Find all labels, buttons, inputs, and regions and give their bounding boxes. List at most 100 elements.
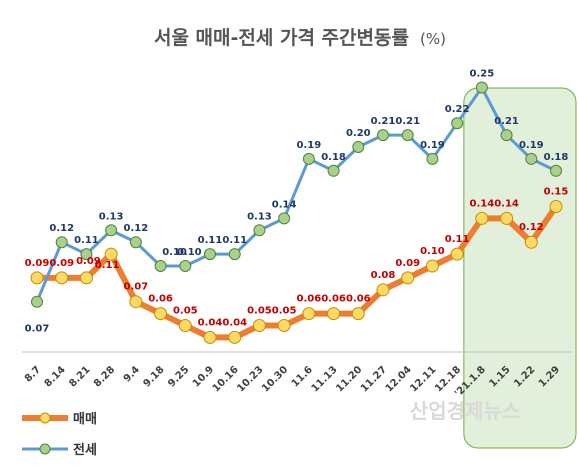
data-point-jeonse	[278, 212, 291, 225]
data-point-jeonse	[401, 129, 414, 142]
data-point-maemae	[351, 307, 365, 321]
data-label-jeonse: 0.12	[124, 223, 149, 234]
data-label-jeonse: 0.19	[297, 140, 322, 151]
data-point-maemae	[302, 307, 316, 321]
data-point-maemae	[154, 307, 168, 321]
series-line-maemae	[37, 204, 559, 341]
x-tick-label: 11.27	[359, 364, 389, 394]
x-tick-label: 8.21	[67, 364, 92, 389]
data-label-maemae: 0.07	[124, 282, 149, 293]
data-label-maemae: 0.10	[420, 246, 445, 257]
data-point-jeonse	[327, 164, 340, 177]
data-label-jeonse: 0.11	[198, 235, 223, 246]
data-label-maemae: 0.04	[222, 317, 247, 328]
x-tick-label: 12.04	[384, 364, 414, 394]
data-point-maemae	[30, 271, 44, 285]
x-tick-label: 8.28	[92, 364, 117, 389]
data-label-maemae: 0.14	[494, 198, 519, 209]
x-tick-label: 8.14	[43, 364, 68, 389]
legend-jeonse: 전세	[22, 442, 97, 458]
data-point-maemae	[104, 247, 118, 261]
chart-title: 서울 매매-전세 가격 주간변동률 (%)	[154, 27, 446, 49]
data-point-maemae	[178, 319, 192, 332]
x-tick-label: 11.13	[310, 364, 340, 394]
data-point-maemae	[549, 200, 563, 213]
legend-label: 매매	[73, 412, 97, 427]
data-label-jeonse: 0.07	[25, 324, 50, 335]
data-label-maemae: 0.11	[95, 260, 120, 271]
data-label-maemae: 0.09	[76, 256, 101, 267]
legend-label: 전세	[73, 442, 97, 458]
data-label-maemae: 0.09	[395, 258, 420, 269]
data-point-jeonse	[228, 248, 241, 261]
data-label-jeonse: 0.22	[445, 104, 470, 115]
watermark-text: 산업경제뉴스	[410, 399, 520, 423]
data-point-jeonse	[525, 152, 538, 165]
data-point-jeonse	[80, 248, 93, 261]
data-label-maemae: 0.08	[371, 270, 396, 281]
data-point-jeonse	[31, 295, 43, 308]
legend-marker	[39, 443, 51, 455]
data-label-jeonse: 0.21	[371, 116, 396, 127]
x-tick-label: 9.25	[166, 364, 191, 389]
data-point-maemae	[252, 319, 266, 332]
data-label-jeonse: 0.11	[74, 235, 99, 246]
data-point-maemae	[524, 235, 538, 249]
series-line-jeonse	[35, 86, 557, 303]
data-point-maemae	[228, 330, 242, 344]
data-point-jeonse	[377, 129, 389, 142]
highlight-box	[463, 87, 577, 449]
data-point-jeonse	[55, 236, 68, 249]
data-point-maemae	[376, 283, 390, 297]
data-label-maemae: 0.05	[247, 306, 272, 317]
data-point-maemae	[475, 211, 489, 225]
data-label-jeonse: 0.11	[222, 235, 247, 246]
data-label-jeonse: 0.21	[494, 116, 519, 127]
x-tick-label: 10.23	[235, 364, 265, 394]
x-tick-label: 12.11	[408, 364, 438, 394]
data-label-jeonse: 0.10	[162, 247, 187, 258]
data-label-jeonse: 0.25	[470, 69, 495, 80]
data-label-jeonse: 0.18	[544, 152, 569, 163]
data-point-jeonse	[105, 224, 118, 237]
data-label-maemae: 0.15	[544, 187, 569, 198]
x-tick-label: 11.20	[334, 364, 364, 394]
data-point-jeonse	[302, 152, 315, 165]
data-point-jeonse	[129, 236, 142, 249]
data-point-maemae	[129, 295, 143, 309]
x-tick-label: 9.18	[141, 364, 166, 389]
data-label-jeonse: 0.19	[420, 140, 445, 151]
data-label-maemae: 0.06	[297, 294, 322, 305]
data-point-jeonse	[154, 260, 167, 272]
data-label-jeonse: 0.13	[99, 211, 124, 222]
data-label-maemae: 0.05	[272, 306, 297, 317]
data-label-maemae: 0.12	[519, 222, 544, 233]
data-point-jeonse	[253, 224, 266, 237]
data-label-jeonse: 0.20	[346, 128, 371, 139]
data-label-jeonse: 0.10	[177, 247, 202, 258]
chart-title-text: 서울 매매-전세 가격 주간변동률	[154, 27, 409, 49]
data-point-maemae	[327, 307, 341, 321]
data-label-maemae: 0.14	[470, 198, 495, 209]
data-point-jeonse	[500, 129, 513, 142]
x-tick-label: 8.7	[23, 364, 43, 384]
data-label-jeonse: 0.12	[49, 223, 74, 234]
data-point-maemae	[500, 211, 514, 225]
data-point-jeonse	[475, 81, 488, 94]
data-point-maemae	[203, 330, 217, 344]
chart-title-unit: (%)	[420, 30, 446, 48]
data-label-jeonse: 0.21	[395, 116, 420, 127]
data-label-maemae: 0.06	[346, 294, 371, 305]
data-point-maemae	[277, 319, 291, 332]
data-label-jeonse: 0.19	[519, 140, 544, 151]
legend-maemae: 매매	[22, 412, 97, 427]
x-tick-label: 10.16	[211, 364, 241, 394]
data-point-maemae	[450, 247, 464, 261]
data-label-maemae: 0.09	[25, 258, 50, 269]
data-point-maemae	[79, 271, 93, 285]
legend-marker	[39, 412, 51, 424]
data-label-maemae: 0.05	[173, 306, 198, 317]
x-tick-label: 9.4	[122, 364, 142, 384]
